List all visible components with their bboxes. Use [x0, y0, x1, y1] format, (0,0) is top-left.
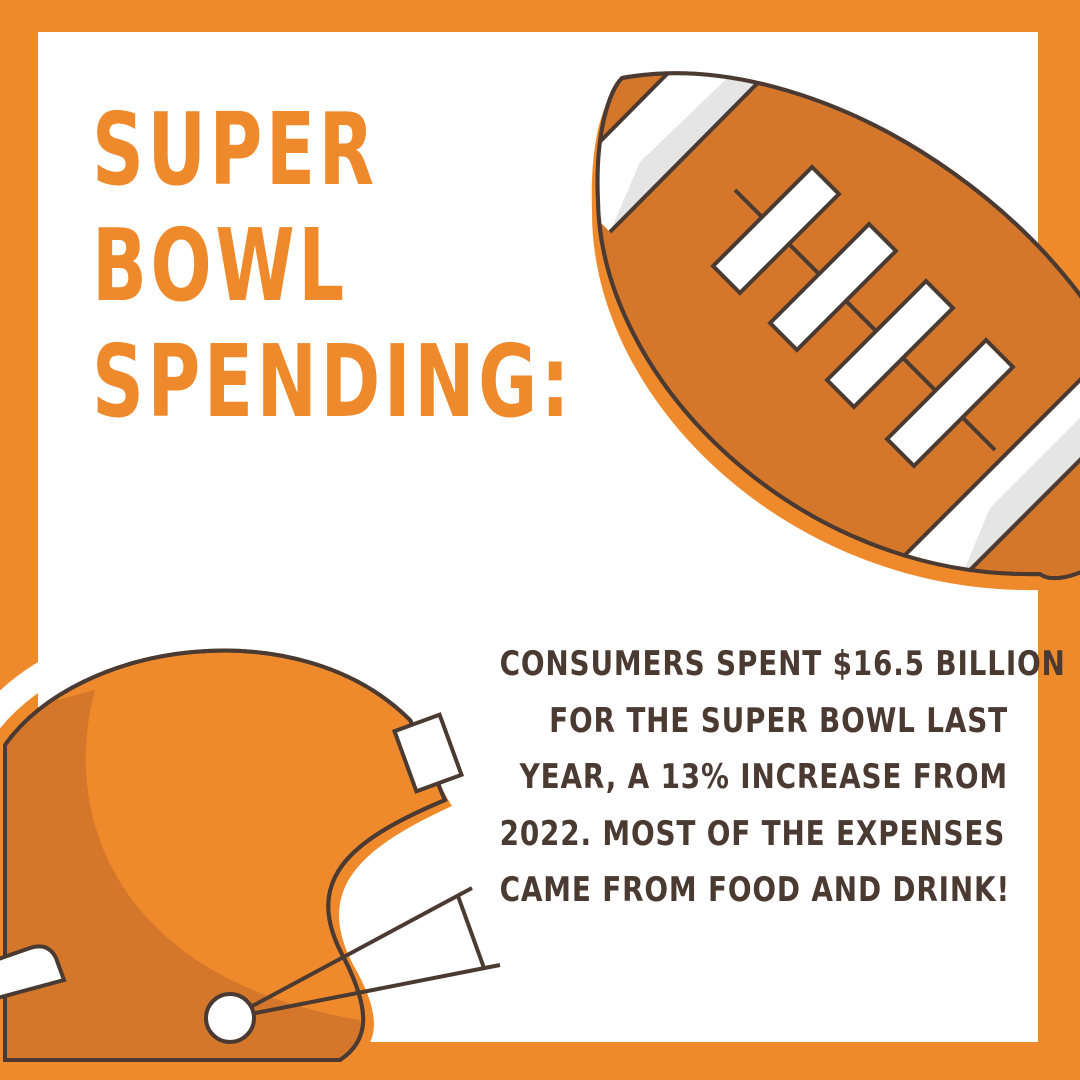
fact-line-3: YEAR, A 13% INCREASE FROM — [519, 757, 1008, 797]
fact-line-1: CONSUMERS SPENT $16.5 BILLION — [499, 644, 1066, 684]
fact-line-2: FOR THE SUPER BOWL LAST — [549, 700, 1008, 741]
lace-1 — [710, 164, 842, 296]
title-line-3: SPENDING: — [92, 323, 574, 440]
fact-line-5: CAME FROM FOOD AND DRINK! — [499, 870, 1010, 910]
lace-3 — [824, 278, 956, 410]
title-line-2: BOWL — [92, 207, 348, 324]
fact-line-4: 2022. MOST OF THE EXPENSES — [499, 813, 1027, 854]
lace-2 — [767, 221, 899, 353]
football-helmet-icon — [0, 617, 501, 1062]
spending-fact-text: CONSUMERS SPENT $16.5 BILLION FOR THE SU… — [499, 636, 1066, 919]
title-line-1: SUPER — [92, 91, 378, 208]
page-title: SUPER BOWL SPENDING: — [92, 92, 573, 440]
helmet-snap — [391, 712, 465, 794]
football-icon — [591, 71, 1080, 593]
lace-4 — [884, 337, 1016, 469]
